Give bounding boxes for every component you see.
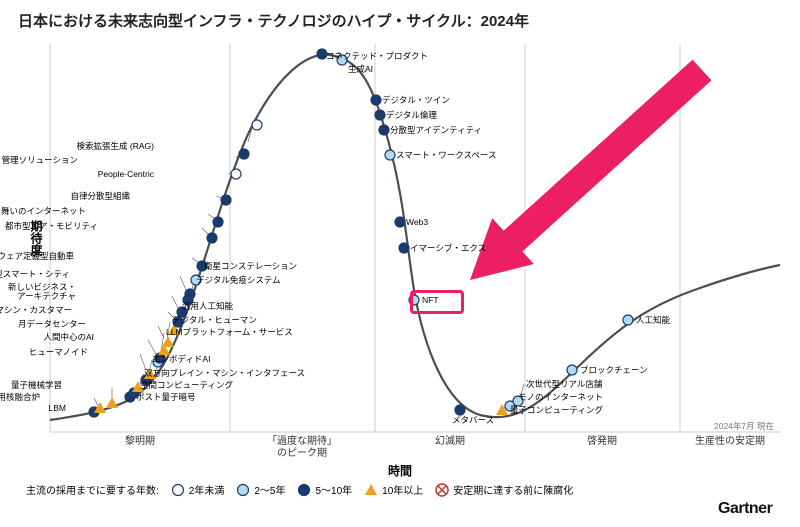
- tech-label: 量子コンピューティング: [510, 406, 603, 415]
- tech-label: マシン・カスタマー: [0, 306, 72, 315]
- tech-label: 人間中心のAI: [43, 333, 94, 342]
- tech-label: コネクテッド・プロダクト: [326, 52, 428, 61]
- tech-label: LBM: [49, 404, 66, 413]
- tech-label: デジタル免疫システム: [196, 276, 281, 285]
- tech-label: ブロックチェーン: [580, 366, 648, 375]
- tech-label: モノのインターネット: [518, 393, 603, 402]
- tech-label: 次世代型リアル店舗: [526, 380, 602, 389]
- legend-lead: 主流の採用までに要する年数:: [26, 482, 159, 497]
- tech-label: 双方向ブレイン・マシン・インタフェース: [144, 369, 305, 378]
- tech-label: 衛星コンステレーション: [204, 262, 297, 271]
- tech-label: 検索拡張生成 (RAG): [77, 142, 154, 151]
- tech-label: 量子機械学習: [11, 381, 62, 390]
- as-of-date: 2024年7月 現在: [714, 420, 774, 432]
- tech-label: 人工知能: [636, 316, 670, 325]
- tech-label: ポスト量子暗号: [136, 393, 196, 402]
- legend-item: 安定期に達する前に陳腐化: [435, 482, 573, 497]
- tech-label: 新しいビジネス・ アーキテクチャ: [8, 283, 76, 302]
- tech-label: 振る舞いのインターネット: [0, 207, 86, 216]
- tech-label: デジタル・ツイン: [382, 96, 450, 105]
- tech-label: デジタル倫理: [386, 111, 437, 120]
- tech-label: エンボディドAI: [152, 355, 210, 364]
- tech-label: 分散型アイデンティティ: [390, 126, 482, 135]
- legend-item: 2年未満: [171, 482, 225, 497]
- phase-label: 幻滅期: [400, 436, 500, 448]
- legend-item: 2～5年: [236, 482, 285, 497]
- tech-label: 生成AI: [348, 65, 373, 74]
- phase-label: 啓発期: [552, 436, 652, 448]
- tech-label: LLMプラットフォーム・サービス: [166, 328, 293, 337]
- x-axis-label: 時間: [370, 462, 430, 479]
- tech-label: メタバース: [452, 416, 494, 425]
- tech-label: Web3: [406, 218, 428, 227]
- gartner-logo: Gartner: [718, 500, 772, 518]
- tech-label: ヒューマノイド: [29, 348, 88, 357]
- tech-label: 自律分散型組織: [70, 192, 130, 201]
- legend: 主流の採用までに要する年数: 2年未満 2～5年 5～10年 10年以上安定期に達する…: [26, 482, 573, 497]
- tech-label: イマーシブ・エクス: [410, 244, 486, 253]
- tech-label: 月データセンター: [18, 320, 86, 329]
- tech-label: サステナビリティ管理ソリューション: [0, 156, 78, 165]
- tech-label: 都市型エア・モビリティ: [5, 222, 98, 231]
- tech-label: ソフトウェア定義型自動車: [0, 252, 74, 261]
- tech-label: デジタル・ヒューマン: [172, 316, 257, 325]
- phase-label: 黎明期: [90, 436, 190, 448]
- chart-title: 日本における未来志向型インフラ・テクノロジのハイプ・サイクル：2024年: [18, 10, 529, 31]
- tech-label: 商用核融合炉: [0, 393, 40, 402]
- legend-item: 10年以上: [364, 482, 423, 497]
- tech-label: スマート・ワークスペース: [396, 151, 496, 160]
- tech-label: 次世代型スマート・シティ: [0, 270, 70, 279]
- tech-label: 空間コンピューティング: [140, 381, 233, 390]
- tech-label: People-Centric: [98, 170, 154, 179]
- tech-label: 汎用人工知能: [182, 302, 233, 311]
- phase-label: 「過度な期待」 のピーク期: [252, 436, 352, 460]
- legend-item: 5～10年: [297, 482, 352, 497]
- tech-label: NFT: [422, 296, 439, 305]
- phase-label: 生産性の安定期: [680, 436, 780, 448]
